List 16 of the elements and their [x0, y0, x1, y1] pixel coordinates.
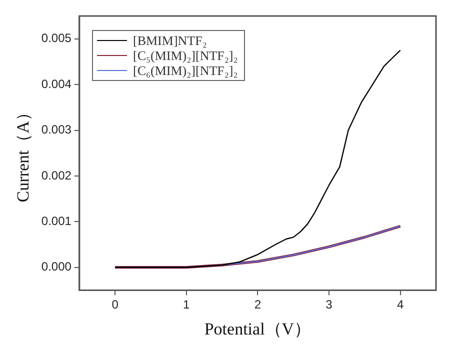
y-tick-label: 0.002	[41, 168, 72, 182]
legend-label: [C₆(MIM)₂][NTF₂]₂	[133, 63, 238, 78]
legend-label: [BMIM]NTF₂	[133, 33, 207, 48]
y-tick-label: 0.003	[41, 122, 72, 137]
x-tick-label: 2	[254, 298, 262, 312]
y-tick-label: 0.005	[41, 31, 72, 46]
x-axis-title: Potential（V）	[204, 319, 312, 338]
x-tick-label: 4	[397, 298, 404, 312]
y-tick-label: 0.001	[41, 214, 72, 228]
legend-label: [C₅(MIM)₂][NTF₂]₂	[133, 48, 238, 63]
x-tick-label: 1	[183, 298, 190, 312]
x-tick-label: 3	[326, 298, 333, 312]
y-axis-title: Current（A）	[14, 104, 33, 202]
y-tick-label: 0.000	[41, 260, 72, 274]
x-tick-label: 0	[112, 298, 119, 312]
y-tick-label: 0.004	[41, 76, 72, 91]
